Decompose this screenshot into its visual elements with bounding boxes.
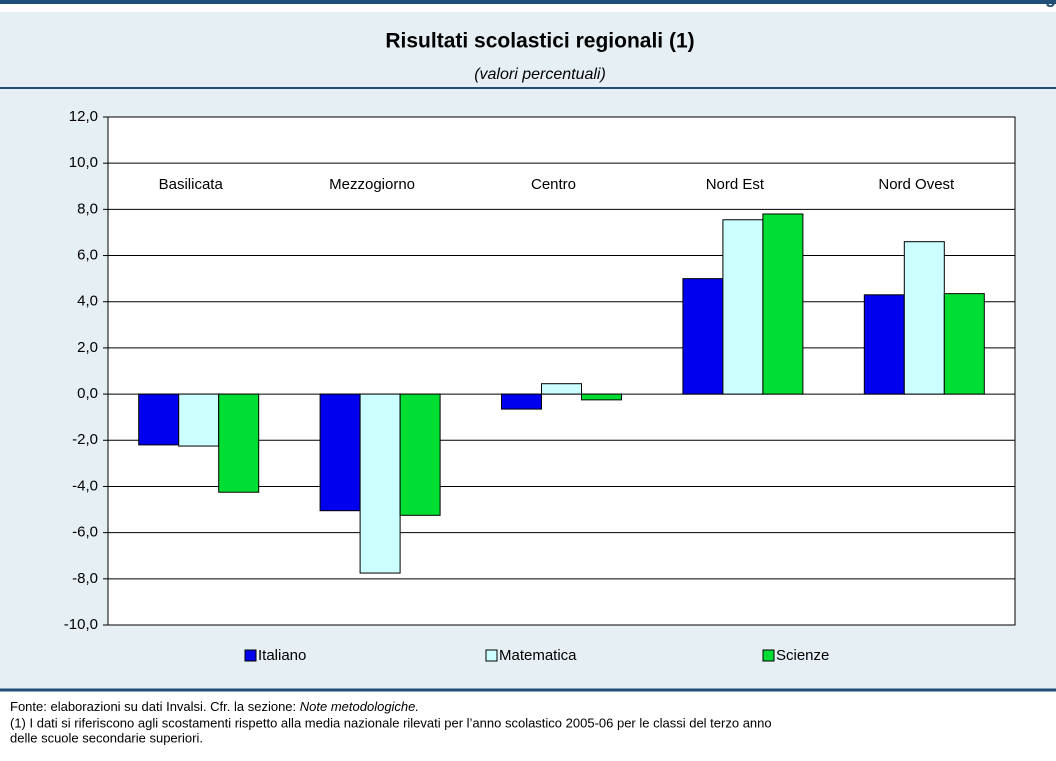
note-line: delle scuole secondarie superiori.: [10, 730, 203, 745]
note-line: (1) I dati si riferiscono agli scostamen…: [10, 715, 772, 730]
bar: [319, 393, 361, 512]
y-tick-label: -10,0: [64, 616, 98, 633]
source-note: Fonte: elaborazioni su dati Invalsi. Cfr…: [10, 699, 419, 714]
bar: [178, 393, 220, 447]
y-tick-label: -8,0: [72, 570, 98, 587]
y-tick-label: 6,0: [77, 247, 98, 264]
bar: [682, 278, 724, 395]
y-tick-label: 2,0: [77, 339, 98, 356]
y-tick-label: 10,0: [69, 154, 98, 171]
bar: [359, 393, 401, 574]
source-italic: Note metodologiche.: [300, 699, 419, 714]
bar: [581, 393, 622, 401]
y-tick-label: 4,0: [77, 293, 98, 310]
y-tick-label: -2,0: [72, 431, 98, 448]
top-rule: [0, 0, 1056, 4]
category-label: Mezzogiorno: [329, 176, 415, 193]
category-label: Centro: [531, 176, 576, 193]
legend-label: Scienze: [776, 647, 829, 664]
figure-label: g: [1045, 0, 1056, 7]
bar: [943, 293, 985, 395]
legend-swatch: [485, 649, 498, 662]
legend-label: Matematica: [499, 647, 577, 664]
bar: [541, 383, 582, 395]
bar: [218, 393, 260, 493]
chart-subtitle: (valori percentuali): [474, 66, 606, 83]
legend-swatch: [244, 649, 257, 662]
chart-title: Risultati scolastici regionali (1): [385, 30, 694, 53]
y-tick-label: 0,0: [77, 385, 98, 402]
bar: [762, 213, 804, 395]
y-tick-label: 8,0: [77, 200, 98, 217]
y-tick-label: 12,0: [69, 108, 98, 125]
category-label: Nord Ovest: [878, 176, 955, 193]
bar: [399, 393, 441, 516]
bar: [501, 393, 542, 410]
category-label: Basilicata: [159, 176, 224, 193]
legend-swatch: [762, 649, 775, 662]
y-tick-label: -6,0: [72, 524, 98, 541]
category-label: Nord Est: [706, 176, 765, 193]
bar: [863, 294, 905, 395]
bar: [722, 219, 764, 395]
legend-label: Italiano: [258, 647, 306, 664]
y-tick-label: -4,0: [72, 477, 98, 494]
source-text: Fonte: elaborazioni su dati Invalsi. Cfr…: [10, 699, 300, 714]
bar: [138, 393, 180, 446]
bar: [903, 241, 945, 395]
